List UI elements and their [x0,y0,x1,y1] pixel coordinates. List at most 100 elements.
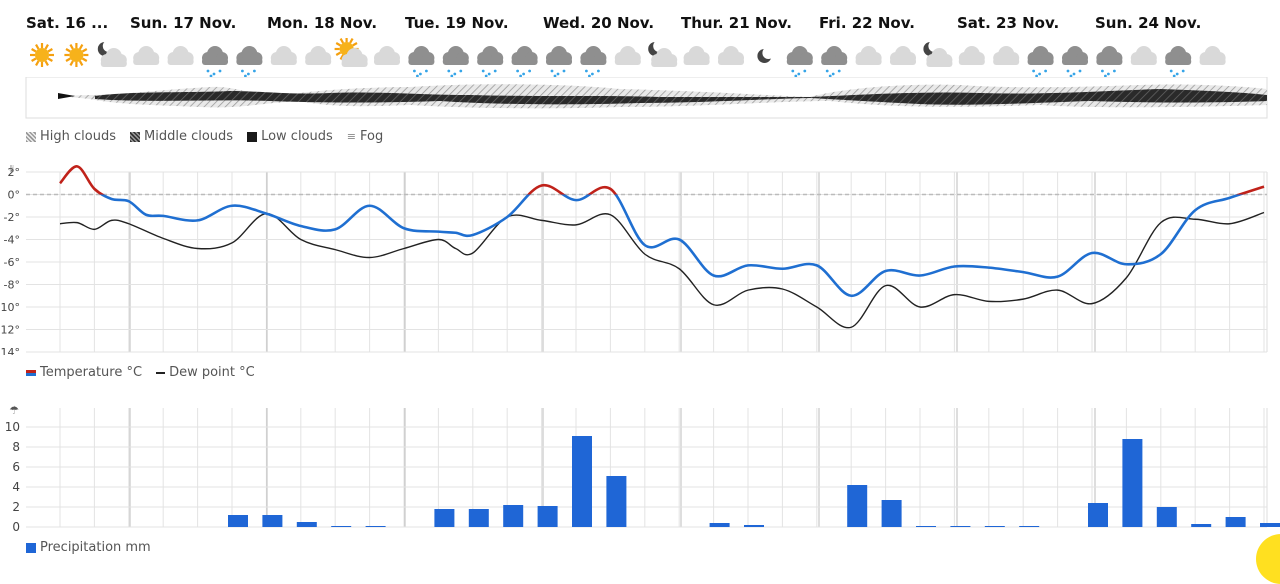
precipitation-bar [744,525,764,527]
y-tick-label: 6 [12,460,20,474]
temperature-legend: Temperature °C Dew point °C [26,365,255,380]
cloud-moon-icon [97,40,127,67]
y-tick-label: 0 [12,520,20,534]
day-label: Sun. 24 Nov. [1095,14,1202,32]
day-label: Wed. 20 Nov. [543,14,655,32]
cloud-icon [683,46,710,65]
precipitation-bar [984,526,1005,527]
cloud-icon [890,46,916,65]
cloud-icon [270,46,297,65]
cloud-icon [718,46,744,65]
cloud-moon-icon [648,40,678,67]
cloud-icon [374,46,400,65]
snow-icon [786,46,813,78]
precipitation-bar [606,476,627,527]
dew-point-line [59,211,1265,329]
day-label: Sat. 16 ... [26,14,109,32]
day-label: Sat. 23 Nov. [957,14,1060,32]
y-tick-label: -14° [0,346,20,355]
cloud-icon [167,46,194,65]
temperature-chart: 2° 0° -2° -4° -6° -8° -10° -12° -14° 🌡 [0,165,1268,355]
snow-icon [442,46,469,78]
legend-low-clouds: Low clouds [247,129,333,144]
y-tick-label: -8° [4,279,20,292]
precipitation-bar [847,485,868,527]
y-tick-label: -10° [0,301,20,314]
temperature-line-above-zero [59,165,1265,195]
snow-icon [408,46,435,78]
precipitation-bar [916,526,936,527]
legend-precipitation: Precipitation mm [26,540,151,555]
cloud-legend: High clouds Middle clouds Low clouds ≡ Fo… [26,129,383,144]
precipitation-bar [537,506,558,527]
precipitation-bar [228,515,248,527]
cloud-icon [855,46,882,65]
snow-icon [546,46,572,78]
precipitation-bar [572,436,592,527]
snow-icon [821,46,848,78]
thermometer-icon: 🌡 [6,165,17,174]
temperature-line-below-zero [99,194,1244,298]
day-label: Fri. 22 Nov. [819,14,915,32]
y-tick-label: 2 [12,500,20,514]
moon-icon [757,47,775,63]
sun-icon [30,43,54,67]
precipitation-bar [262,515,283,527]
snow-icon [202,46,228,78]
sun-cloud-icon [334,38,368,67]
legend-temperature: Temperature °C [26,365,142,380]
precipitation-bar [468,509,489,527]
y-tick-label: -12° [0,324,20,337]
precipitation-bar [365,526,386,527]
precipitation-bar [881,500,902,527]
day-label: Mon. 18 Nov. [267,14,378,32]
fog-icon: ≡ [346,130,356,143]
snow-icon [580,46,607,78]
precipitation-legend: Precipitation mm [26,540,151,555]
day-header-row: Sat. 16 ... Sun. 17 Nov. Mon. 18 Nov. Tue. … [0,14,1280,38]
precipitation-bar [296,522,317,527]
y-tick-label: 10 [5,420,20,434]
day-label: Tue. 19 Nov. [405,14,509,32]
y-tick-label: 2° [8,166,21,179]
cloud-icon [1130,46,1157,65]
y-tick-label: 0° [8,189,21,202]
cloud-icon [305,46,332,65]
cloud-icon [133,46,160,65]
snow-icon [1027,46,1054,78]
precipitation-bar [1156,507,1177,527]
precipitation-bar [1019,526,1040,527]
precipitation-bar [503,505,524,527]
y-tick-label: -2° [4,211,20,224]
legend-middle-clouds: Middle clouds [130,129,233,144]
corner-badge [1256,534,1280,584]
snow-icon [477,46,504,78]
cloud-icon [958,46,985,65]
snow-icon [1062,46,1088,78]
precipitation-bar [331,526,352,527]
precipitation-bar [709,523,730,527]
precipitation-chart: 0 2 4 6 8 10 ☂ [5,404,1280,534]
legend-fog: ≡ Fog [346,129,384,144]
y-tick-label: 8 [12,440,20,454]
snow-icon [511,46,538,78]
precipitation-bar [1122,439,1143,527]
y-tick-label: 4 [12,480,20,494]
snow-icon [1165,46,1192,78]
weather-icon-row [30,38,1226,78]
umbrella-icon: ☂ [9,404,19,417]
precipitation-bar [1191,524,1212,527]
day-label: Thur. 21 Nov. [681,14,792,32]
y-tick-label: -6° [4,256,20,269]
legend-high-clouds: High clouds [26,129,116,144]
precipitation-bar [1225,517,1246,527]
day-label: Sun. 17 Nov. [130,14,237,32]
precipitation-bar [1260,523,1280,527]
snow-icon [1096,46,1123,78]
cloud-cover-band [25,77,1268,119]
legend-dew-point: Dew point °C [156,365,255,380]
sun-icon [64,43,89,67]
cloud-icon [1199,46,1226,65]
cloud-icon [993,46,1020,65]
precipitation-bar [950,526,971,527]
